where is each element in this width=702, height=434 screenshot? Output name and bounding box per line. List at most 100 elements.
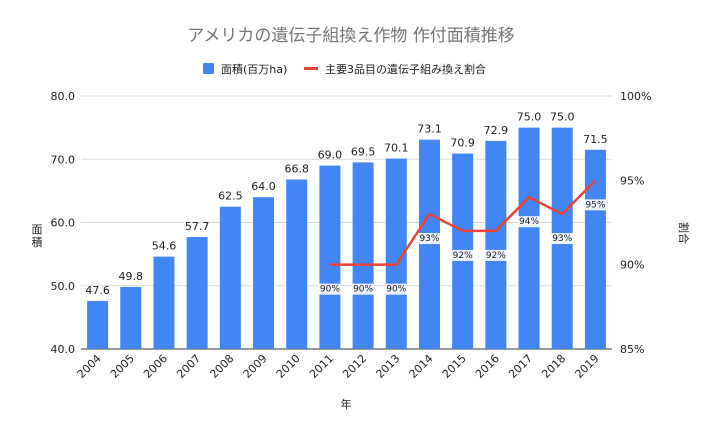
bar-value-label: 49.8 bbox=[119, 270, 144, 283]
x-tick-label: 2018 bbox=[539, 352, 568, 381]
y2-axis-title: 割合 bbox=[677, 222, 691, 244]
line-label-bg bbox=[385, 283, 408, 295]
y2-tick-label: 90% bbox=[620, 259, 644, 272]
bar bbox=[485, 140, 507, 349]
x-tick-label: 2005 bbox=[108, 352, 137, 381]
y2-tick-label: 95% bbox=[620, 174, 644, 187]
bar bbox=[319, 165, 341, 349]
line-value-label: 90% bbox=[320, 285, 340, 295]
line-label-bg bbox=[584, 199, 607, 211]
bar-value-label: 54.6 bbox=[152, 240, 177, 253]
line-label-bg bbox=[451, 249, 474, 261]
x-tick-label: 2019 bbox=[573, 352, 602, 381]
x-tick: 2009 bbox=[241, 352, 270, 381]
x-tick: 2014 bbox=[407, 352, 436, 381]
bar-value-label: 66.8 bbox=[284, 162, 309, 175]
y-axis-right: 85% 90% 95% 100% bbox=[620, 90, 651, 356]
legend-swatch-bars bbox=[203, 63, 214, 74]
bar-value-label: 73.1 bbox=[417, 123, 442, 136]
legend-label-line: 主要3品目の遺伝子組み換え割合 bbox=[325, 62, 486, 76]
y-tick-label: 80.0 bbox=[51, 90, 76, 103]
bar bbox=[87, 300, 109, 349]
y-tick-label: 40.0 bbox=[51, 343, 76, 356]
x-tick-label: 2010 bbox=[274, 352, 303, 381]
bar bbox=[186, 237, 208, 349]
chart-title: アメリカの遺伝子組換え作物 作付面積推移 bbox=[187, 26, 515, 46]
bar bbox=[352, 162, 374, 349]
x-tick: 2017 bbox=[506, 352, 535, 381]
line-label-bg bbox=[518, 216, 541, 228]
bar bbox=[219, 206, 241, 349]
legend: 面積(百万ha) 主要3品目の遺伝子組み換え割合 bbox=[203, 62, 486, 76]
line-series: 90% 90% 90% 93% 92% 92% 94% 93% 95% bbox=[318, 179, 607, 295]
x-tick: 2007 bbox=[174, 352, 203, 381]
x-tick: 2008 bbox=[207, 352, 236, 381]
x-tick: 2012 bbox=[340, 352, 369, 381]
x-tick: 2018 bbox=[539, 352, 568, 381]
line-label-bg bbox=[484, 249, 507, 261]
x-tick-label: 2007 bbox=[174, 352, 203, 381]
x-tick: 2010 bbox=[274, 352, 303, 381]
bar-value-label: 64.0 bbox=[251, 180, 276, 193]
x-tick-label: 2006 bbox=[141, 352, 170, 381]
x-tick-label: 2008 bbox=[207, 352, 236, 381]
x-tick: 2006 bbox=[141, 352, 170, 381]
bar bbox=[253, 197, 275, 349]
x-tick-label: 2004 bbox=[75, 352, 104, 381]
x-tick: 2005 bbox=[108, 352, 137, 381]
bar bbox=[120, 287, 142, 349]
x-tick-label: 2015 bbox=[440, 352, 469, 381]
bar-value-label: 47.6 bbox=[85, 284, 110, 297]
bar-value-label: 57.7 bbox=[185, 220, 210, 233]
line-label-bg bbox=[318, 283, 341, 295]
bar-value-label: 75.0 bbox=[517, 111, 542, 124]
y2-tick-label: 85% bbox=[620, 343, 644, 356]
y-axis-title-char-2: 積 bbox=[32, 235, 43, 249]
bar bbox=[418, 139, 440, 349]
bar-value-label: 62.5 bbox=[218, 190, 243, 203]
x-tick: 2019 bbox=[573, 352, 602, 381]
bar bbox=[518, 127, 540, 349]
legend-label-bars: 面積(百万ha) bbox=[221, 62, 287, 76]
x-tick: 2004 bbox=[75, 352, 104, 381]
y-tick-label: 60.0 bbox=[51, 217, 76, 230]
line-path bbox=[329, 179, 597, 266]
y-tick-label: 70.0 bbox=[51, 153, 76, 166]
x-tick-label: 2013 bbox=[373, 352, 402, 381]
x-tick-label: 2016 bbox=[473, 352, 502, 381]
y-axis-left: 40.0 50.0 60.0 70.0 80.0 bbox=[51, 90, 76, 356]
line-label-bg bbox=[551, 233, 574, 245]
x-tick: 2015 bbox=[440, 352, 469, 381]
line-label-bg bbox=[352, 283, 375, 295]
x-tick-label: 2009 bbox=[241, 352, 270, 381]
line-value-label: 93% bbox=[419, 234, 439, 244]
bar-value-label: 75.0 bbox=[550, 111, 575, 124]
line-value-label: 92% bbox=[453, 251, 473, 261]
x-axis: 2004 2005 2006 2007 2008 2009 2010 2011 2012 2013… bbox=[75, 352, 602, 381]
line-value-label: 92% bbox=[486, 251, 506, 261]
y2-axis-title-text: 割合 bbox=[677, 222, 691, 244]
bar bbox=[385, 158, 407, 349]
bar-value-label: 69.5 bbox=[351, 145, 376, 158]
bar bbox=[584, 149, 606, 349]
bar bbox=[286, 179, 308, 349]
bar-value-label: 70.1 bbox=[384, 142, 409, 155]
line-value-label: 93% bbox=[552, 234, 572, 244]
x-tick-label: 2014 bbox=[407, 352, 436, 381]
x-tick-label: 2017 bbox=[506, 352, 535, 381]
y-tick-label: 50.0 bbox=[51, 280, 76, 293]
y2-tick-label: 100% bbox=[620, 90, 651, 103]
x-tick: 2011 bbox=[307, 352, 336, 381]
line-value-label: 94% bbox=[519, 217, 539, 227]
x-tick-label: 2011 bbox=[307, 352, 336, 381]
line-value-label: 90% bbox=[353, 285, 373, 295]
y-axis-title-char-1: 面 bbox=[32, 223, 43, 236]
x-tick: 2016 bbox=[473, 352, 502, 381]
bar-value-label: 69.0 bbox=[318, 149, 343, 162]
bar-value-label: 71.5 bbox=[583, 133, 608, 146]
bar-value-label: 70.9 bbox=[450, 137, 475, 150]
line-label-bg bbox=[418, 233, 441, 245]
line-value-label: 95% bbox=[585, 200, 605, 210]
bar-value-label: 72.9 bbox=[484, 124, 509, 137]
